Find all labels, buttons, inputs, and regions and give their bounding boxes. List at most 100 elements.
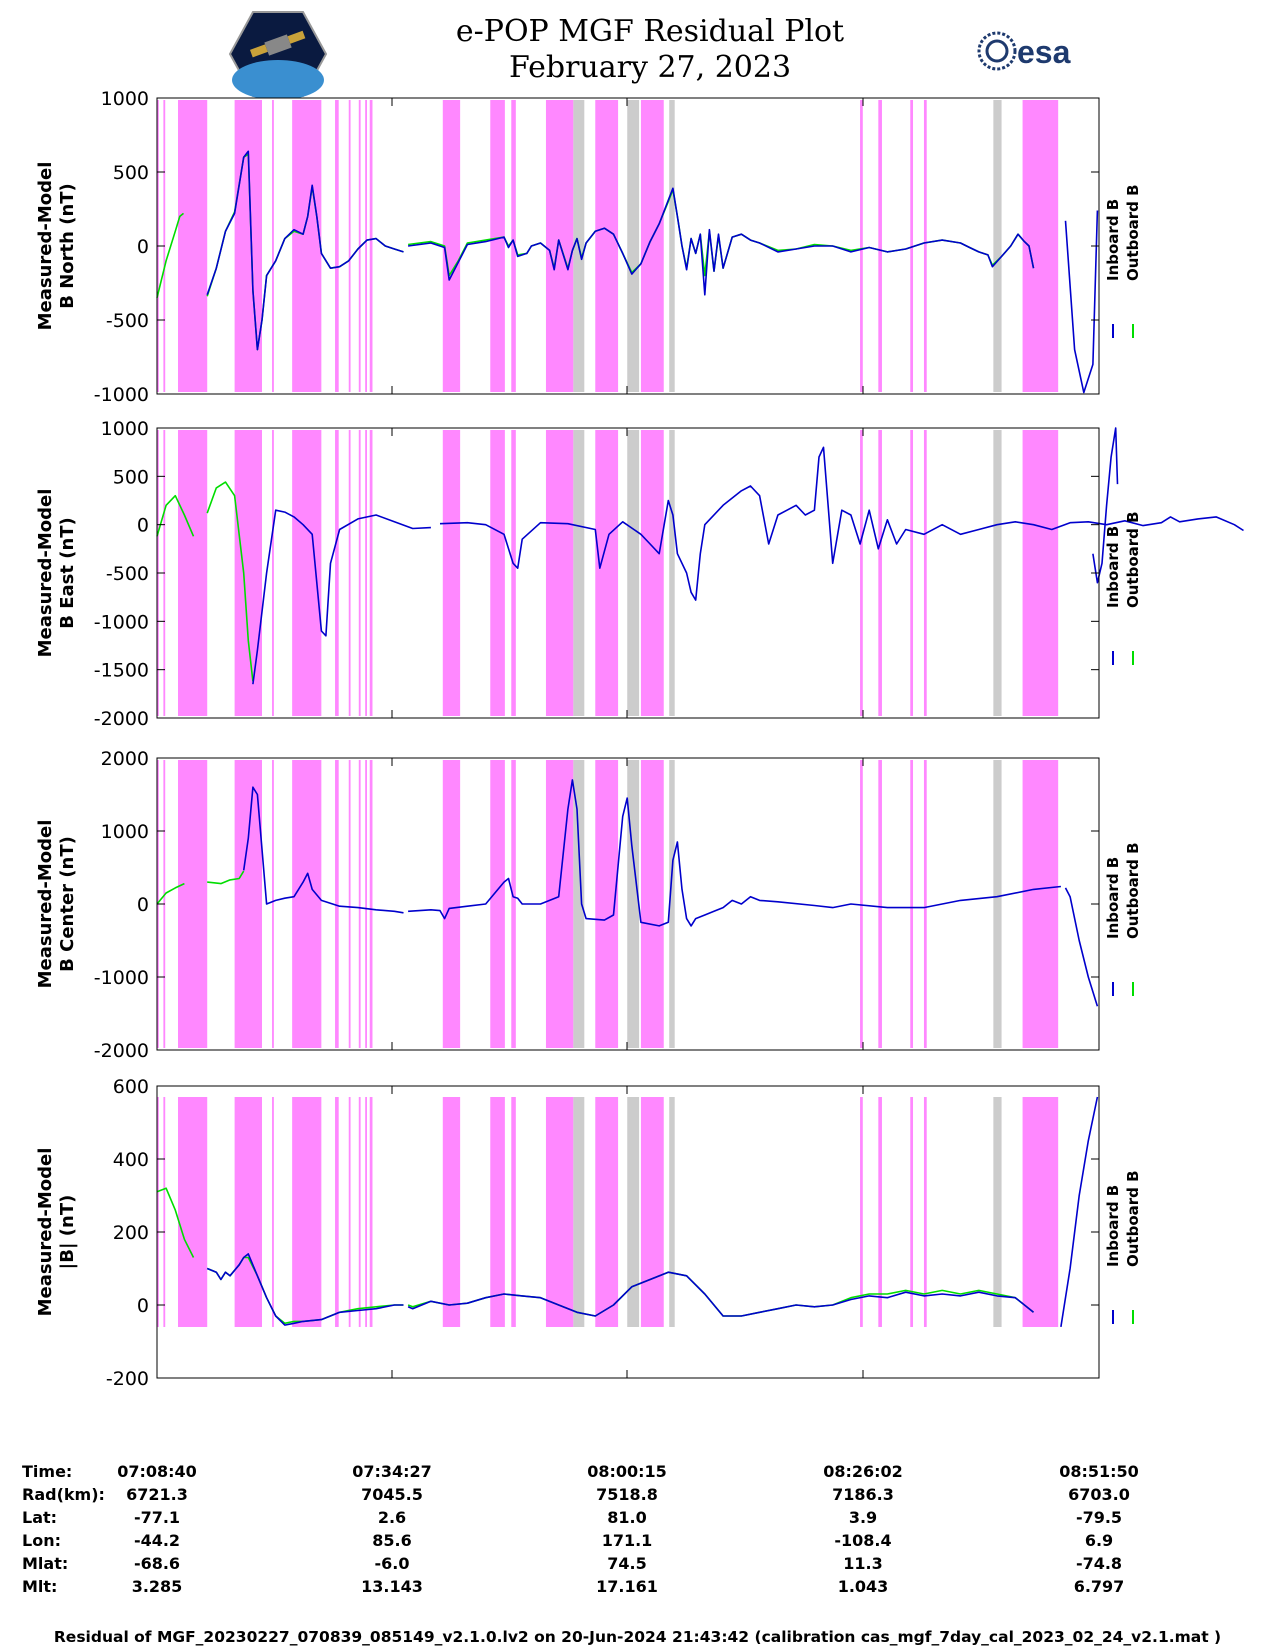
gray-shaded-band: [627, 1097, 640, 1327]
y-tick-label: 200: [113, 1222, 149, 1244]
info-cell: 6721.3: [126, 1485, 188, 1504]
info-cell: 85.6: [372, 1531, 412, 1550]
pink-shaded-band: [910, 760, 914, 1048]
pink-shaded-band: [292, 430, 322, 716]
gray-shaded-band: [573, 1097, 585, 1327]
pink-shaded-band: [369, 760, 373, 1048]
footer-text: Residual of MGF_20230227_070839_085149_v…: [53, 1628, 1222, 1646]
pink-shaded-band: [878, 760, 882, 1048]
pink-shaded-band: [490, 1097, 505, 1327]
y-tick-label: 1000: [101, 88, 149, 110]
outboard-series-line: [156, 494, 195, 537]
pink-shaded-band: [358, 430, 361, 716]
pink-shaded-band: [1022, 430, 1059, 716]
y-tick-label: -200: [106, 1368, 149, 1390]
inboard-series-line: [252, 509, 431, 685]
pink-shaded-band: [860, 1097, 863, 1327]
pink-shaded-band: [860, 760, 863, 1048]
y-axis-label: Measured-Model|B| (nT): [35, 1148, 78, 1317]
y-axis-label: Measured-ModelB East (nT): [35, 489, 78, 658]
y-axis-label-line1: Measured-Model: [35, 820, 56, 989]
info-row-label: Mlat:: [22, 1554, 69, 1573]
info-row-label: Rad(km):: [22, 1485, 105, 1504]
pink-shaded-band: [878, 430, 882, 716]
pink-shaded-band: [860, 100, 863, 392]
inboard-series-line: [1060, 1096, 1099, 1328]
pink-shaded-band: [595, 430, 619, 716]
pink-shaded-band: [369, 1097, 373, 1327]
legend-inboard-label: Inboard B: [1104, 1185, 1122, 1267]
y-tick-label: -1500: [94, 660, 149, 682]
pink-shaded-band: [369, 430, 373, 716]
y-axis-label-line2: B Center (nT): [57, 836, 78, 972]
gray-shaded-band: [573, 760, 585, 1048]
pink-shaded-band: [365, 100, 368, 392]
y-tick-label: 400: [113, 1149, 149, 1171]
pink-shaded-band: [640, 1097, 664, 1327]
info-cell: 81.0: [607, 1508, 647, 1527]
info-row-label: Mlt:: [22, 1577, 58, 1596]
info-cell: -6.0: [374, 1554, 410, 1573]
y-tick-label: -500: [106, 310, 149, 332]
gray-shaded-band: [669, 100, 675, 392]
legend: Inboard B Outboard B: [1104, 511, 1142, 665]
y-tick-label: 600: [113, 1076, 149, 1098]
panel-4: 600 400 200 0 -200 Measured-Model|B| (nT) Inbo…: [35, 1076, 1142, 1390]
pink-shaded-band: [178, 760, 208, 1048]
pink-shaded-band: [878, 100, 882, 392]
pink-shaded-band: [1022, 760, 1059, 1048]
gray-shaded-band: [627, 100, 640, 392]
info-cell: -44.2: [133, 1531, 181, 1550]
pink-shaded-band: [234, 760, 263, 1048]
pink-shaded-band: [545, 430, 574, 716]
pink-shaded-band: [163, 1097, 166, 1327]
legend-outboard-label: Outboard B: [1124, 842, 1142, 939]
y-axis-label-line1: Measured-Model: [35, 489, 56, 658]
pink-shaded-band: [923, 760, 927, 1048]
pink-shaded-band: [1022, 1097, 1059, 1327]
title-text: e-POP MGF Residual Plot: [455, 14, 845, 49]
pink-shaded-band: [490, 100, 505, 392]
info-cell: 17.161: [596, 1577, 658, 1596]
inboard-series-line: [1064, 887, 1099, 1007]
pink-shaded-band: [511, 760, 516, 1048]
legend-outboard-label: Outboard B: [1124, 184, 1142, 281]
pink-shaded-band: [348, 430, 351, 716]
info-cell: -77.1: [133, 1508, 181, 1527]
pink-shaded-band: [442, 430, 461, 716]
outboard-series-line: [207, 870, 245, 885]
pink-shaded-band: [365, 760, 368, 1048]
gray-shaded-band: [573, 430, 585, 716]
y-axis-label-line2: B East (nT): [57, 517, 78, 629]
info-cell: 13.143: [361, 1577, 423, 1596]
info-row-label: Lat:: [22, 1508, 58, 1527]
pink-shaded-band: [272, 1097, 274, 1327]
pink-shaded-band: [335, 100, 339, 392]
pink-shaded-band: [595, 760, 619, 1048]
info-cell: 3.285: [131, 1577, 183, 1596]
pink-shaded-band: [545, 1097, 574, 1327]
y-tick-label: 1000: [101, 821, 149, 843]
info-cell: 7045.5: [361, 1485, 423, 1504]
info-cell: 11.3: [843, 1554, 883, 1573]
legend-inboard-label: Inboard B: [1104, 857, 1122, 939]
panel-2: 1000 500 0 -500 -1000 -1500 -2000 Measured-Mode…: [35, 418, 1244, 730]
pink-shaded-band: [178, 430, 208, 716]
date-text: February 27, 2023: [508, 50, 792, 85]
x-tick-label: 08:51:50: [1059, 1462, 1139, 1481]
inboard-series-line: [242, 786, 404, 914]
info-cell: 1.043: [837, 1577, 889, 1596]
outboard-series-line: [156, 212, 185, 298]
pink-shaded-band: [348, 1097, 351, 1327]
panel-3: 2000 1000 0 -1000 -2000 Measured-ModelB Cente…: [35, 748, 1142, 1062]
info-cell: -68.6: [133, 1554, 181, 1573]
pink-shaded-band: [923, 1097, 927, 1327]
inboard-series-line: [408, 779, 1061, 927]
gray-shaded-band: [993, 760, 1002, 1048]
pink-shaded-band: [910, 430, 914, 716]
pink-shaded-band: [369, 100, 373, 392]
pink-shaded-band: [335, 760, 339, 1048]
chart-title: e-POP MGF Residual Plot February 27, 202…: [360, 14, 940, 86]
outboard-series-line: [156, 1187, 195, 1258]
pink-shaded-band: [358, 760, 361, 1048]
